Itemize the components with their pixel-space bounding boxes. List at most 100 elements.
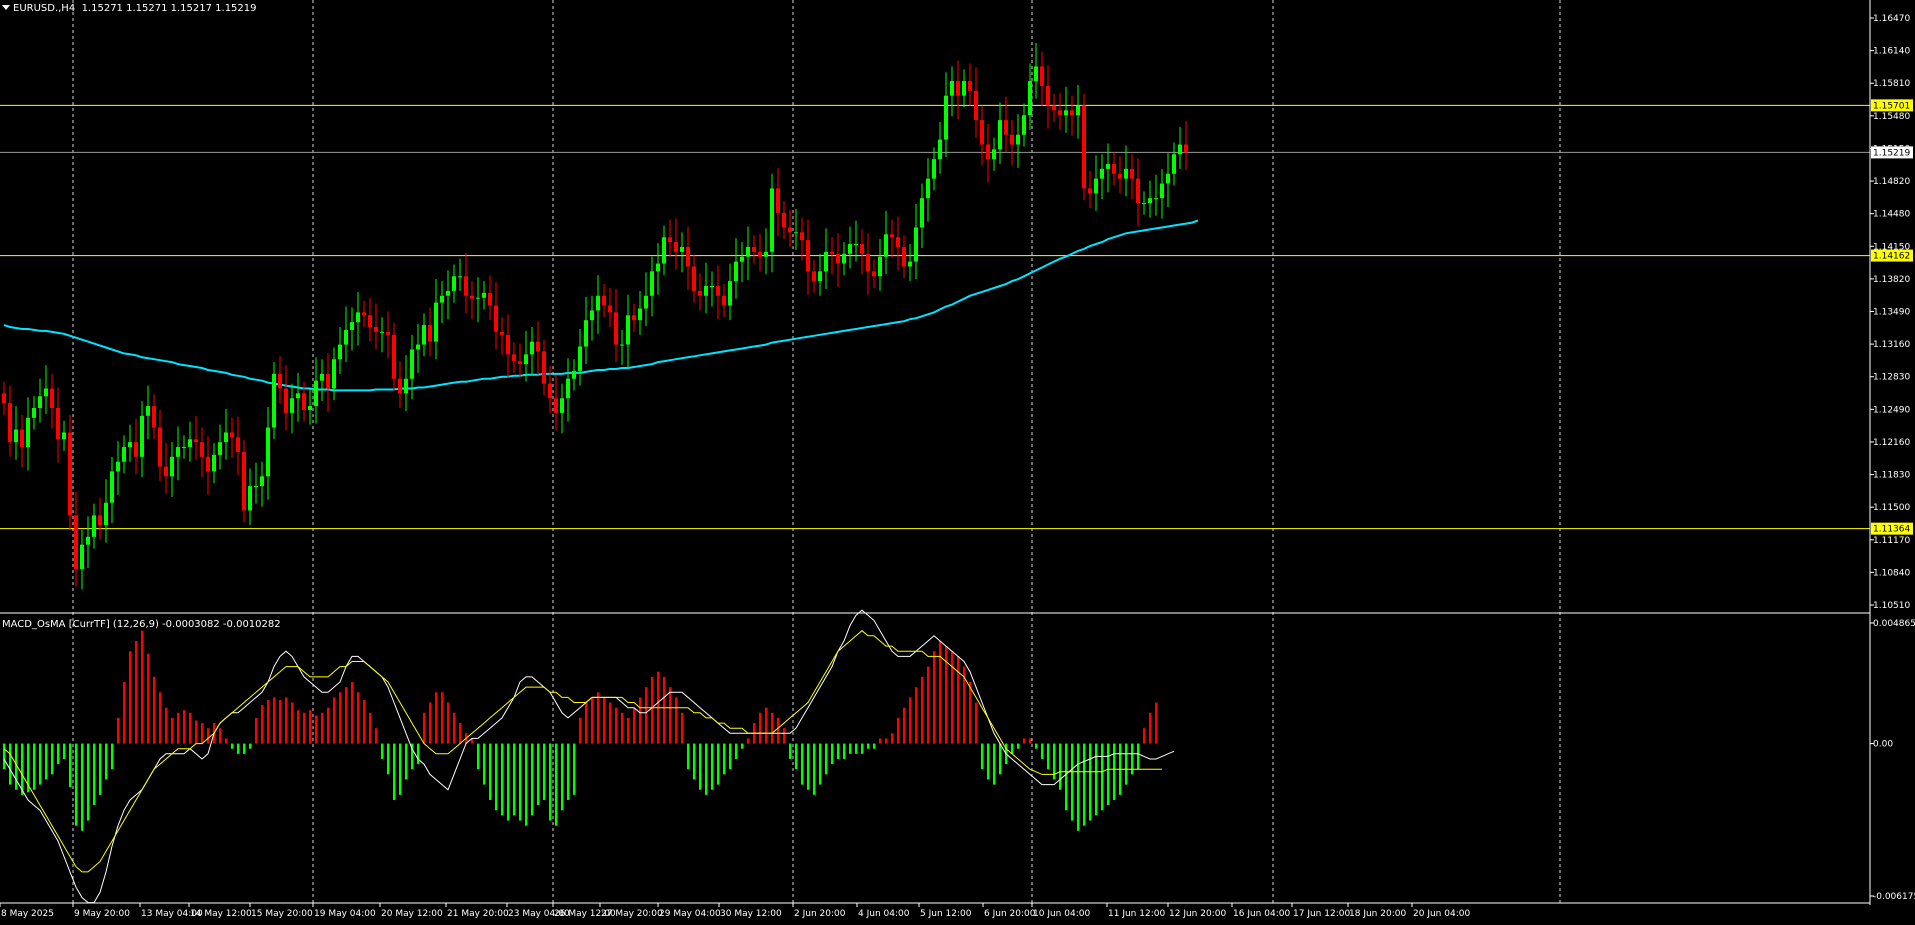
- bull-candle: [452, 276, 456, 291]
- price-tick-label: 1.14150: [1873, 242, 1910, 252]
- osma-bar-positive: [141, 630, 144, 744]
- osma-bar-negative: [39, 743, 42, 785]
- osma-bar-positive: [201, 723, 204, 744]
- bull-candle: [62, 432, 66, 440]
- osma-bar-negative: [825, 743, 828, 775]
- osma-bar-negative: [237, 743, 240, 754]
- osma-bar-positive: [129, 651, 132, 744]
- bear-candle: [890, 234, 894, 238]
- osma-bar-negative: [3, 743, 6, 770]
- bull-candle: [884, 234, 888, 257]
- horizontal-levels: [0, 104, 1870, 530]
- bear-candle: [50, 388, 54, 409]
- osma-bar-positive: [297, 710, 300, 744]
- osma-bar-positive: [663, 676, 666, 744]
- bull-candle: [86, 536, 90, 545]
- osma-bar-negative: [555, 743, 558, 826]
- bull-candle: [260, 476, 264, 487]
- symbol-label: EURUSD.,H4: [13, 3, 76, 14]
- bull-candle: [572, 370, 576, 379]
- bear-candle: [1046, 85, 1050, 106]
- price-tick-label: 1.12490: [1873, 405, 1910, 415]
- bear-candle: [968, 81, 972, 91]
- osma-bar-negative: [231, 743, 234, 749]
- bear-candle: [1052, 105, 1056, 111]
- level-label: 1.15701: [1873, 101, 1910, 111]
- osma-bar-positive: [969, 682, 972, 744]
- osma-bar-positive: [453, 712, 456, 744]
- osma-bar-negative: [735, 743, 738, 759]
- bear-candle: [980, 120, 984, 145]
- bull-candle: [1028, 81, 1032, 116]
- bull-candle: [350, 322, 354, 330]
- dropdown-icon[interactable]: [2, 5, 10, 10]
- bull-candle: [848, 244, 852, 254]
- time-tick-label: 12 Jun 20:00: [1169, 909, 1226, 919]
- bear-candle: [614, 312, 618, 345]
- bull-candle: [878, 256, 882, 277]
- bear-candle: [806, 240, 810, 272]
- symbol-header[interactable]: EURUSD.,H4 1.15271 1.15271 1.15217 1.152…: [2, 3, 257, 14]
- bull-candle: [26, 417, 30, 448]
- osma-bar-negative: [831, 743, 834, 765]
- bull-candle: [1094, 178, 1098, 194]
- osma-bar-negative: [537, 743, 540, 806]
- osma-bar-positive: [279, 699, 282, 744]
- osma-bar-negative: [1053, 743, 1056, 780]
- time-tick-label: 26 May 12:00: [554, 909, 616, 919]
- osma-bar-negative: [507, 743, 510, 821]
- osma-bar-positive: [375, 728, 378, 744]
- bear-candle: [830, 251, 834, 254]
- time-tick-label: 27 May 20:00: [601, 909, 663, 919]
- osma-bar-negative: [531, 743, 534, 816]
- level-label-bg: [1871, 99, 1913, 112]
- osma-bar-negative: [705, 743, 708, 795]
- osma-bar-negative: [1089, 743, 1092, 821]
- bear-candle: [698, 290, 702, 296]
- time-tick-label: 17 Jun 12:00: [1293, 909, 1350, 919]
- bull-candle: [932, 159, 936, 179]
- bull-candle: [218, 442, 222, 455]
- bull-candle: [344, 329, 348, 345]
- price-tick-label: 1.15480: [1873, 112, 1910, 122]
- bull-candle: [962, 81, 966, 96]
- osma-bar-positive: [915, 687, 918, 744]
- bear-candle: [902, 246, 906, 267]
- bear-candle: [608, 305, 612, 313]
- osma-bar-positive: [645, 687, 648, 744]
- price-tick-label: 1.11830: [1873, 471, 1910, 481]
- osma-bar-negative: [1071, 743, 1074, 821]
- osma-bar-positive: [963, 666, 966, 744]
- osma-bar-positive: [765, 707, 768, 744]
- time-tick-label: 14 May 12:00: [190, 909, 252, 919]
- osma-bar-positive: [189, 712, 192, 744]
- bull-candle: [824, 251, 828, 272]
- bear-candle: [1040, 66, 1044, 86]
- bull-candle: [1160, 183, 1164, 199]
- osma-bar-positive: [267, 699, 270, 744]
- bull-candle: [590, 310, 594, 321]
- osma-bar-negative: [717, 743, 720, 785]
- candles: [2, 42, 1188, 590]
- osma-bar-positive: [747, 738, 750, 744]
- price-tick-label: 1.13160: [1873, 340, 1910, 350]
- osma-bar-negative: [243, 743, 246, 754]
- osma-bar-negative: [27, 743, 30, 793]
- bear-candle: [674, 242, 678, 252]
- osma-bar-positive: [447, 702, 450, 744]
- bull-candle: [110, 471, 114, 503]
- osma-bar-negative: [57, 743, 60, 765]
- osma-bar-positive: [333, 697, 336, 744]
- osma-bar-negative: [837, 743, 840, 759]
- osma-bar-negative: [567, 743, 570, 801]
- osma-bar-negative: [867, 743, 870, 749]
- bear-candle: [866, 253, 870, 272]
- bear-candle: [974, 90, 978, 121]
- bear-candle: [200, 442, 204, 457]
- bear-candle: [8, 403, 12, 443]
- bull-candle: [176, 447, 180, 457]
- osma-bar-negative: [381, 743, 384, 759]
- bull-candle: [1172, 154, 1176, 174]
- osma-bar-negative: [9, 743, 12, 785]
